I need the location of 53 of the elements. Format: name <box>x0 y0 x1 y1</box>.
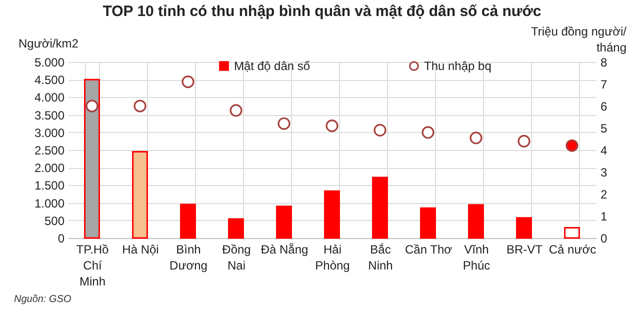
point <box>422 126 434 139</box>
x-tick-label: Đà Nẵng <box>260 242 308 256</box>
text: Nguồn: GSO <box>14 294 72 305</box>
bar <box>564 227 580 239</box>
bar <box>324 190 340 239</box>
y2-tick-label: 2 <box>600 188 608 202</box>
legend-label: Thu nhập bq <box>424 59 492 73</box>
bar <box>468 204 484 239</box>
x-tick-label: Bình Dương <box>170 242 208 272</box>
y-tick-label: 3.000 <box>34 126 65 140</box>
x-tick-label: TP.Hồ Chí Minh <box>76 242 110 288</box>
legend-label: Mật độ dân số <box>234 59 310 73</box>
point <box>566 139 578 152</box>
y-axis-title: Người/km2 <box>18 36 79 50</box>
point <box>86 100 98 112</box>
bar <box>84 78 100 239</box>
bar <box>372 176 388 239</box>
y-tick-label: 1.000 <box>34 196 65 210</box>
y-tick-label: 5.000 <box>34 56 65 70</box>
y-tick-label: 4.000 <box>34 90 65 105</box>
point <box>374 124 386 136</box>
y2-tick-label: 1 <box>600 210 608 224</box>
bar <box>516 217 532 239</box>
x-tick-label: Cần Thơ <box>404 242 452 256</box>
y-tick-label: 500 <box>44 214 65 228</box>
y-tick-label: 2.000 <box>34 161 65 176</box>
y2-tick-label: 5 <box>600 122 608 136</box>
x-tick-label: Hà Nội <box>122 242 159 256</box>
y2-tick-label: 8 <box>600 56 608 70</box>
y2-tick-label: 6 <box>600 100 608 114</box>
y-tick-label: 3.500 <box>34 108 65 122</box>
bar <box>420 207 436 239</box>
x-tick-label: BR-VT <box>506 242 544 256</box>
bar <box>276 206 292 239</box>
x-tick-label: Đồng Nai <box>222 242 251 272</box>
y2-tick-label: 4 <box>600 144 608 158</box>
y2-tick-label: 7 <box>600 78 608 92</box>
y2-tick-label: 3 <box>600 166 608 180</box>
bar <box>228 218 244 239</box>
x-tick-label: Vĩnh Phúc <box>462 242 490 272</box>
y2-tick-label: 0 <box>600 232 608 246</box>
bar <box>132 151 148 239</box>
x-tick-label: Cả nước <box>548 242 596 256</box>
bar <box>180 204 196 239</box>
y-tick-label: 4.500 <box>34 73 65 88</box>
chart-title: TOP 10 tỉnh có thu nhập bình quân và mật độ dân số cả nước <box>102 3 542 20</box>
x-tick-label: Bắc Ninh <box>368 242 393 272</box>
y2-axis-title: Triệu đồng người/tháng <box>530 24 628 54</box>
y-tick-label: 0 <box>58 232 65 246</box>
y-tick-label: 2.500 <box>34 144 65 158</box>
point <box>182 76 194 88</box>
y-tick-label: 1.500 <box>34 178 65 193</box>
x-tick-label: Hải Phòng <box>315 242 350 272</box>
